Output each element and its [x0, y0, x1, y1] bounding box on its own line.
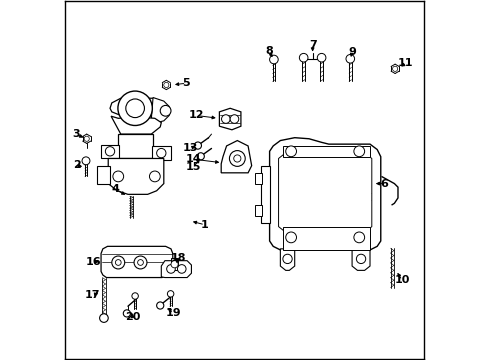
Circle shape [194, 142, 201, 149]
Polygon shape [280, 249, 294, 270]
Polygon shape [255, 173, 261, 184]
Circle shape [177, 265, 185, 273]
Circle shape [167, 291, 174, 297]
Circle shape [230, 115, 238, 123]
Circle shape [285, 146, 296, 157]
Circle shape [160, 105, 171, 116]
Circle shape [156, 148, 165, 158]
Text: 20: 20 [124, 312, 140, 322]
Text: 16: 16 [86, 257, 102, 267]
Text: 10: 10 [394, 275, 409, 285]
Circle shape [156, 302, 163, 309]
Polygon shape [110, 98, 162, 117]
Circle shape [115, 260, 121, 265]
Text: 11: 11 [397, 58, 413, 68]
Circle shape [105, 147, 115, 156]
Circle shape [113, 171, 123, 182]
Text: 1: 1 [201, 220, 208, 230]
Circle shape [166, 265, 175, 273]
Polygon shape [97, 166, 110, 184]
Polygon shape [111, 116, 161, 134]
Polygon shape [171, 258, 178, 270]
Circle shape [125, 99, 144, 118]
Polygon shape [151, 98, 169, 123]
Circle shape [134, 256, 147, 269]
Circle shape [149, 171, 160, 182]
Circle shape [163, 82, 168, 87]
Polygon shape [161, 261, 191, 278]
Text: 14: 14 [185, 154, 201, 164]
Circle shape [82, 157, 90, 165]
Circle shape [137, 260, 143, 265]
Circle shape [282, 254, 292, 264]
Circle shape [221, 115, 230, 123]
Polygon shape [152, 146, 171, 160]
Circle shape [353, 146, 364, 157]
Polygon shape [101, 246, 172, 278]
Text: 18: 18 [170, 253, 185, 263]
Polygon shape [108, 158, 163, 194]
Text: 12: 12 [188, 111, 203, 121]
Circle shape [100, 314, 108, 322]
Text: 9: 9 [347, 46, 355, 57]
Circle shape [356, 254, 365, 264]
Polygon shape [278, 154, 371, 231]
Text: 8: 8 [264, 46, 272, 56]
Circle shape [171, 261, 178, 268]
Text: 17: 17 [84, 290, 100, 300]
Polygon shape [269, 138, 380, 250]
Circle shape [112, 256, 124, 269]
Circle shape [317, 53, 325, 62]
Text: 2: 2 [73, 160, 81, 170]
Text: 13: 13 [182, 143, 197, 153]
Polygon shape [219, 108, 241, 130]
Polygon shape [255, 205, 261, 216]
Text: 6: 6 [380, 179, 387, 189]
Circle shape [197, 153, 204, 160]
Circle shape [229, 150, 244, 166]
Circle shape [123, 310, 130, 317]
Circle shape [118, 91, 152, 126]
Circle shape [233, 155, 241, 162]
Polygon shape [351, 249, 369, 270]
Circle shape [346, 54, 354, 63]
Polygon shape [260, 166, 270, 223]
Circle shape [353, 232, 364, 243]
Polygon shape [101, 145, 119, 158]
Circle shape [132, 293, 138, 299]
Text: 19: 19 [165, 309, 181, 318]
Text: 4: 4 [111, 184, 119, 194]
Text: 15: 15 [185, 162, 201, 172]
Text: 3: 3 [72, 129, 80, 139]
Polygon shape [221, 140, 251, 173]
Text: 7: 7 [308, 40, 316, 50]
Polygon shape [283, 146, 369, 157]
Circle shape [392, 66, 397, 71]
Circle shape [84, 136, 89, 141]
Text: 5: 5 [182, 78, 190, 88]
Circle shape [285, 232, 296, 243]
Circle shape [299, 53, 307, 62]
Polygon shape [283, 226, 369, 250]
Polygon shape [118, 134, 153, 158]
Circle shape [269, 55, 278, 64]
